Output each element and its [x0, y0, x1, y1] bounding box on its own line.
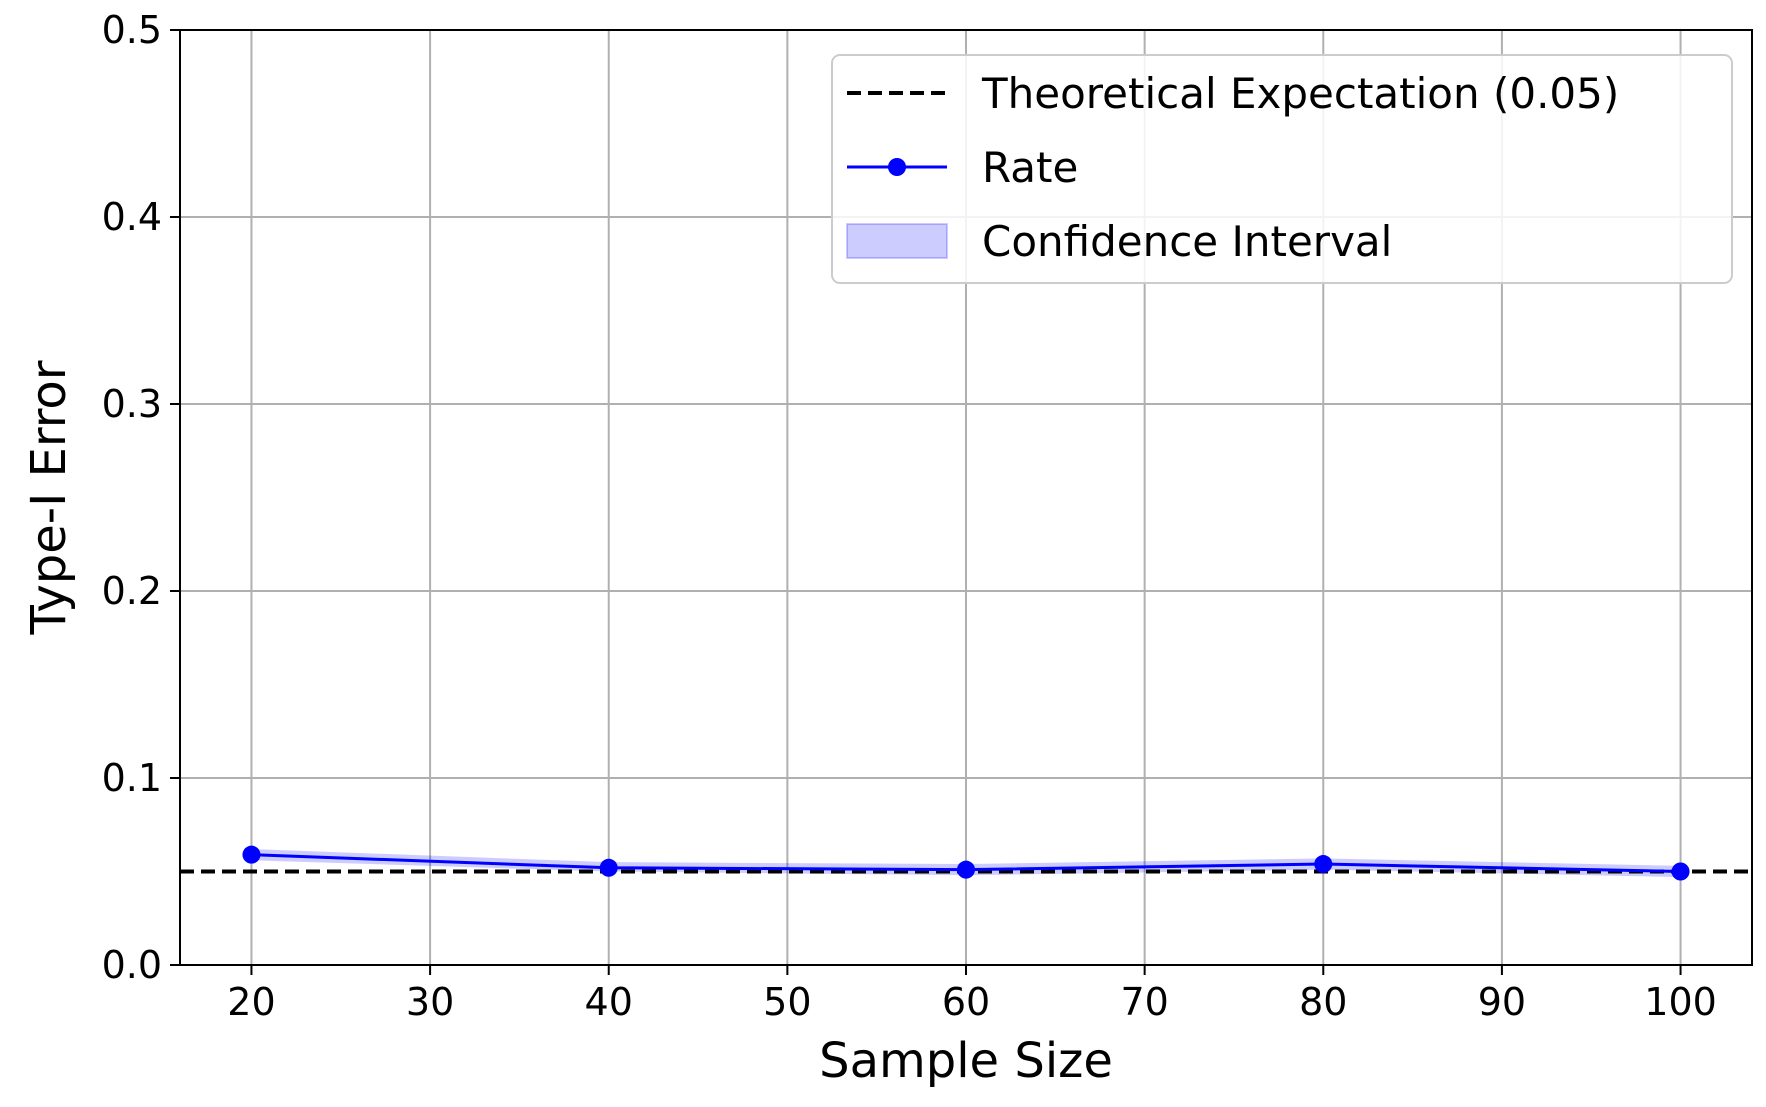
x-tick-label: 50 — [763, 980, 811, 1024]
legend-rate-marker — [888, 158, 906, 176]
legend-box — [831, 54, 1733, 284]
y-tick-label: 0.3 — [102, 382, 162, 426]
x-axis-ticks: 20 30 40 50 60 70 80 90 100 — [227, 965, 1717, 1024]
y-tick-label: 0.1 — [102, 756, 162, 800]
x-tick-label: 60 — [942, 980, 990, 1024]
rate-point — [1314, 855, 1333, 874]
y-tick-label: 0.5 — [102, 8, 162, 52]
y-axis-ticks: 0.0 0.1 0.2 0.3 0.4 0.5 — [102, 8, 180, 987]
x-tick-label: 70 — [1120, 980, 1168, 1024]
y-tick-label: 0.2 — [102, 569, 162, 613]
rate-point — [242, 845, 261, 864]
x-tick-label: 30 — [406, 980, 454, 1024]
rate-point — [599, 858, 618, 877]
y-tick-label: 0.0 — [102, 943, 162, 987]
rate-point — [1671, 862, 1690, 881]
x-tick-label: 40 — [585, 980, 633, 1024]
legend-rate-label: Rate — [982, 143, 1078, 192]
y-tick-label: 0.4 — [102, 195, 162, 239]
rate-point — [957, 860, 975, 879]
legend: Theoretical Expectation (0.05) Rate Conf… — [831, 54, 1733, 284]
legend-reference-label: Theoretical Expectation (0.05) — [981, 69, 1619, 118]
y-axis-title: Type-I Error — [21, 360, 77, 635]
x-tick-label: 80 — [1299, 980, 1347, 1024]
x-tick-label: 100 — [1644, 980, 1717, 1024]
x-tick-label: 20 — [227, 980, 275, 1024]
legend-ci-label: Confidence Interval — [982, 217, 1392, 266]
x-axis-title: Sample Size — [819, 1033, 1113, 1089]
legend-ci-swatch — [846, 223, 948, 259]
series-rate — [242, 845, 1690, 881]
x-tick-label: 90 — [1478, 980, 1526, 1024]
